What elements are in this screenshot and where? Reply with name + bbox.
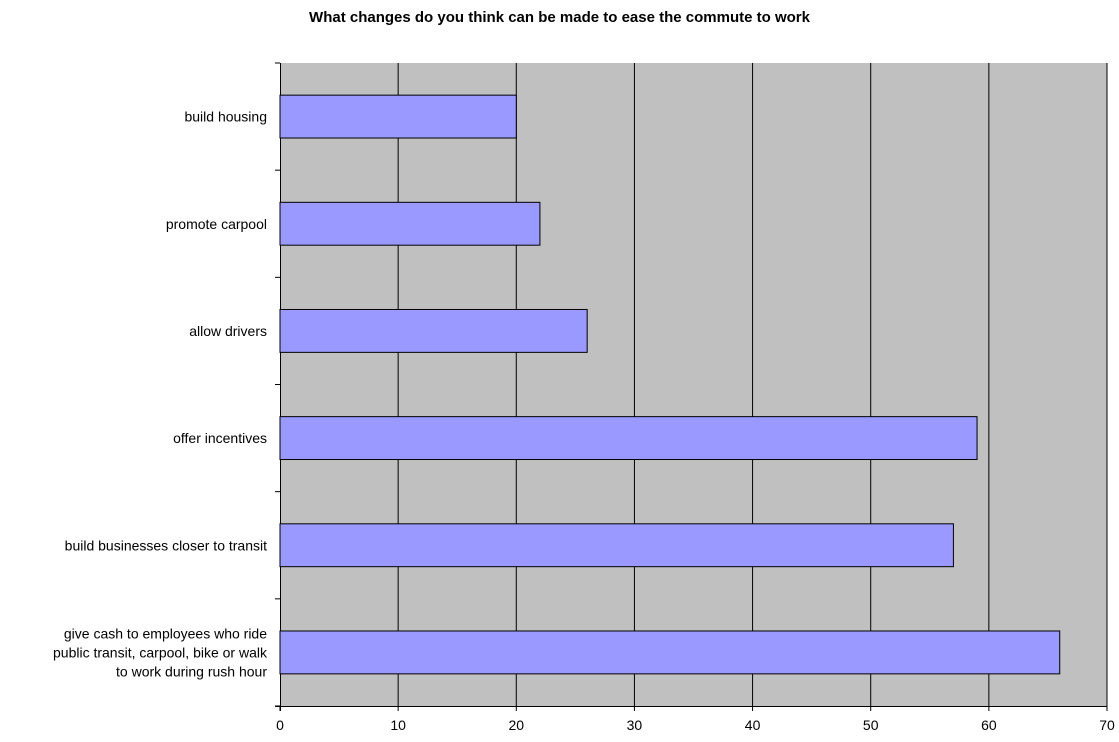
bar-4 xyxy=(279,416,978,461)
category-label: allow drivers xyxy=(189,323,267,339)
x-tick-label: 50 xyxy=(863,717,879,733)
category-label: promote carpool xyxy=(166,216,267,232)
x-tick-label: 30 xyxy=(627,717,643,733)
x-tick-label: 60 xyxy=(981,717,997,733)
category-label: build housing xyxy=(184,109,267,125)
bar-3 xyxy=(279,308,588,353)
chart-title: What changes do you think can be made to… xyxy=(309,9,810,26)
category-label: offer incentives xyxy=(173,430,267,446)
category-label: build businesses closer to transit xyxy=(65,537,267,553)
x-tick-label: 0 xyxy=(276,717,284,733)
x-tick-label: 20 xyxy=(508,717,524,733)
bar-2 xyxy=(279,201,541,246)
category-label: give cash to employees who ride public tr… xyxy=(53,625,268,679)
plot-area xyxy=(280,63,1107,706)
bar-6 xyxy=(279,630,1061,675)
bar-5 xyxy=(279,523,954,568)
x-tick-label: 10 xyxy=(390,717,406,733)
bar-1 xyxy=(279,94,517,139)
x-tick-label: 70 xyxy=(1099,717,1115,733)
x-tick-label: 40 xyxy=(745,717,761,733)
